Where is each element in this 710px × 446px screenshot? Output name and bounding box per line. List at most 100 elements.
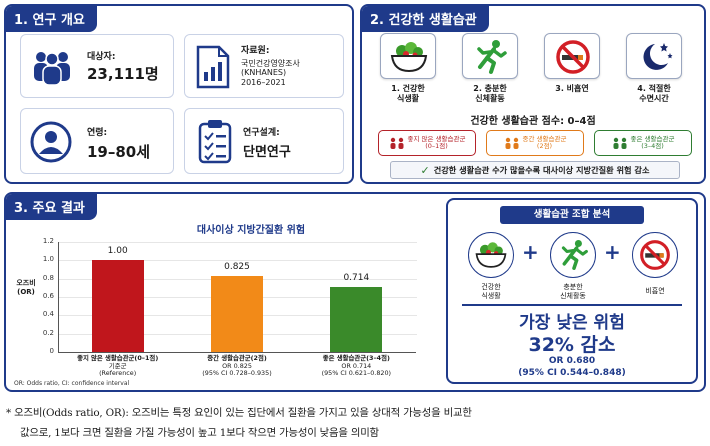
headline-2: 32% 감소	[528, 334, 616, 356]
y-tick-label: 0.8	[42, 273, 54, 282]
grid-line	[59, 260, 417, 262]
design-value: 단면연구	[243, 145, 291, 160]
habit-diet-label-1: 1. 건강한	[391, 84, 425, 93]
habits-title: 2. 건강한 생활습관	[362, 6, 489, 32]
habit-nonsmoking-box	[544, 33, 600, 79]
salad-icon	[390, 42, 428, 73]
age-value: 19–80세	[87, 143, 151, 161]
habit-diet-box	[380, 33, 436, 79]
x-category-sub1: OR 0.714	[341, 361, 372, 370]
x-category-label: 좋은 생활습관군(3–4점) OR 0.714 (95% CI 0.621–0.82…	[301, 354, 411, 378]
no-smoking-icon	[640, 240, 670, 270]
combo-box: 생활습관 조합 분석 + +	[446, 198, 698, 384]
check-icon: ✓	[420, 163, 430, 177]
group-middle-range: (2점)	[536, 142, 553, 150]
no-smoking-icon	[556, 40, 590, 74]
combo-nonsmoking-label: 비흡연	[645, 287, 665, 295]
salad-icon	[475, 242, 507, 268]
habit-exercise-label-2: 신체활동	[475, 94, 505, 103]
bar-value-label: 1.00	[107, 246, 128, 257]
group-people-icon	[505, 137, 519, 149]
conclusion-text: 건강한 생활습관 수가 많을수록 대사이상 지방간질환 위험 감소	[433, 165, 650, 175]
y-axis-label: 오즈비 (OR)	[16, 279, 36, 297]
data-line1: 국민건강영양조사	[241, 59, 300, 68]
habit-exercise-box	[462, 33, 518, 79]
combo-diet-label-1: 건강한	[481, 283, 501, 291]
footnote: OR: Odds ratio, CI: confidence interval	[14, 380, 130, 387]
bar-2	[330, 286, 383, 352]
group-good: 좋은 생활습관군 (3–4점)	[594, 130, 692, 156]
group-middle-label: 중간 생활습관군	[522, 134, 567, 143]
y-tick-label: 0.4	[42, 310, 54, 319]
or-note-line2: 값으로, 1보다 크면 질환을 가질 가능성이 높고 1보다 작으면 가능성이 …	[20, 427, 379, 439]
x-category-name: 중간 생활습관군(2점)	[207, 354, 267, 362]
x-category-name: 좋은 생활습관군(3–4점)	[322, 354, 390, 362]
age-label: 연령:	[87, 128, 108, 138]
group-good-range: (3–4점)	[641, 142, 664, 150]
habits-panel: 2. 건강한 생활습관 1. 건강한 식생활 2. 충분한 신체활동 3. 비흡…	[360, 4, 706, 184]
y-tick-label: 0.6	[42, 292, 54, 300]
combo-nonsmoking-circle	[632, 232, 678, 278]
combo-divider	[462, 304, 682, 306]
habit-sleep-label-2: 수면시간	[639, 94, 669, 103]
headline-1: 가장 낮은 위험	[519, 313, 625, 333]
conclusion-box: ✓ 건강한 생활습관 수가 많을수록 대사이상 지방간질환 위험 감소	[390, 161, 680, 179]
group-poor-label: 좋지 않은 생활습관군	[407, 134, 466, 143]
y-axis-line	[58, 242, 59, 352]
y-tick-label: 1.2	[42, 237, 54, 245]
data-source-card: 자료원: 국민건강영양조사 (KNHANES) 2016–2021	[184, 34, 344, 98]
data-line2: (KNHANES)	[241, 68, 287, 77]
group-good-label: 좋은 생활습관군	[630, 134, 675, 143]
x-category-name: 좋지 않은 생활습관군(0–1점)	[77, 354, 159, 362]
combo-or: OR 0.680	[548, 356, 596, 366]
design-card: 연구설계: 단면연구	[184, 108, 344, 174]
x-category-label: 좋지 않은 생활습관군(0–1점) 기준군 (Reference)	[63, 354, 173, 378]
or-note-line1: * 오즈비(Odds ratio, OR): 오즈비는 특정 요인이 있는 집단…	[6, 407, 472, 419]
bar-0	[91, 260, 144, 352]
bar-value-label: 0.714	[343, 272, 370, 283]
y-tick-label: 1.0	[42, 255, 54, 264]
combo-exercise-circle	[550, 232, 596, 278]
moon-icon	[643, 43, 673, 70]
data-label: 자료원:	[241, 46, 270, 56]
grid-line	[59, 242, 417, 243]
x-category-sub2: (95% CI 0.728–0.935)	[202, 369, 272, 378]
x-category-sub2: (Reference)	[99, 369, 137, 378]
x-category-sub1: OR 0.825	[222, 361, 252, 370]
overview-title: 1. 연구 개요	[6, 6, 97, 32]
habit-sleep-label-1: 4. 적절한	[637, 84, 671, 93]
data-line3: 2016–2021	[241, 78, 286, 87]
combo-exercise-label-1: 충분한	[563, 283, 583, 291]
combo-exercise-label-2: 신체활동	[560, 292, 586, 300]
document-chart-icon	[196, 45, 230, 89]
score-label: 건강한 생활습관 점수: 0–4점	[470, 116, 596, 127]
group-people-icon	[613, 137, 627, 149]
combo-diet-circle	[468, 232, 514, 278]
runner-icon	[561, 240, 588, 270]
x-category-sub2: (95% CI 0.621–0.820)	[321, 369, 392, 378]
combo-diet-label-2: 식생활	[481, 292, 501, 300]
age-card: 연령: 19–80세	[20, 108, 174, 174]
group-poor-range: (0–1점)	[425, 142, 448, 150]
habit-diet-label-2: 식생활	[396, 94, 420, 103]
subjects-card: 대상자: 23,111명	[20, 34, 174, 98]
runner-icon	[477, 40, 507, 74]
overview-panel: 1. 연구 개요 대상자: 23,111명 자료원: 국민건강영양조사 (KNH…	[4, 4, 354, 184]
y-tick-label: 0	[49, 347, 54, 355]
combo-ci: (95% CI 0.544–0.848)	[518, 368, 626, 378]
combo-plus-1: +	[522, 240, 539, 264]
x-axis-line	[58, 352, 416, 353]
habit-exercise-label-1: 2. 충분한	[473, 84, 507, 93]
combo-plus-2: +	[604, 240, 621, 264]
bar-value-label: 0.825	[224, 262, 250, 273]
people-icon	[34, 52, 70, 85]
group-middle: 중간 생활습관군 (2점)	[486, 130, 584, 156]
bar-1	[211, 276, 263, 352]
chart-title: 대사이상 지방간질환 위험	[196, 225, 306, 236]
combo-title: 생활습관 조합 분석	[500, 206, 644, 224]
y-tick-label: 0.2	[42, 328, 54, 337]
results-panel: 3. 주요 결과 대사이상 지방간질환 위험 오즈비 (OR) 0 0.2 0.4 0…	[4, 192, 706, 392]
x-category-sub1: 기준군	[108, 361, 127, 370]
bar-chart: 0 0.2 0.4 0.6 0.8 1.0 1.2 1.00 좋지 않은 생활습관군(0–1점)…	[6, 194, 436, 394]
group-people-icon	[390, 137, 404, 149]
